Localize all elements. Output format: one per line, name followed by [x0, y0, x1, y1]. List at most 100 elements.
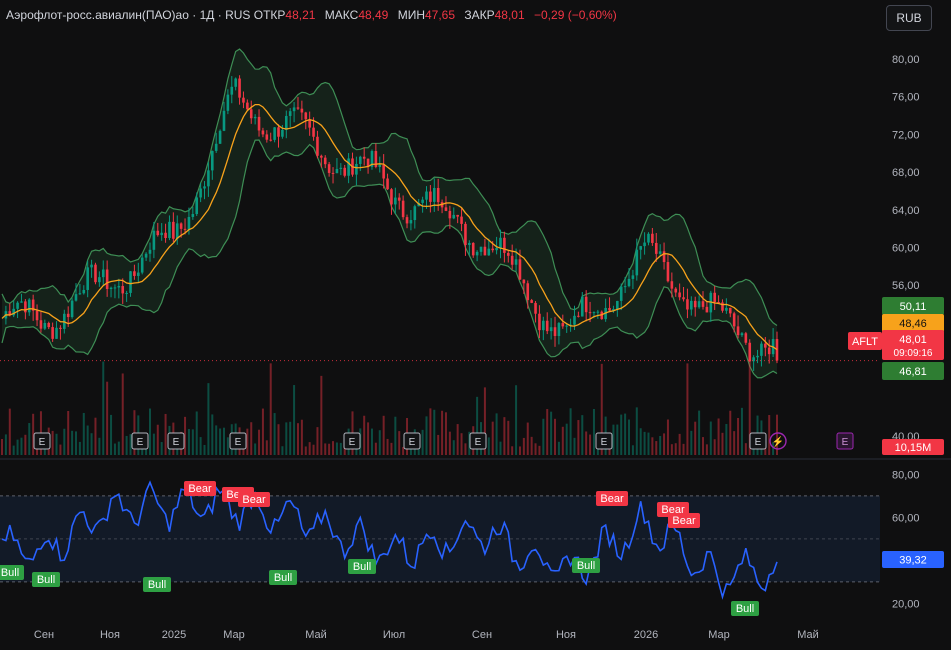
volume-bar	[374, 442, 377, 455]
time-axis-label: Сен	[472, 629, 492, 641]
candle-body	[191, 214, 195, 217]
rsi-axis-tick: 60,00	[892, 512, 920, 524]
candle-body	[133, 271, 136, 276]
volume-bar	[554, 418, 557, 455]
dividend-icon	[769, 432, 787, 450]
signal-label: Bear	[242, 494, 266, 506]
volume-bar	[713, 439, 716, 455]
upper-band-badge: 50,11	[900, 301, 927, 313]
candle-body	[125, 292, 128, 294]
volume-bar	[1, 438, 3, 455]
candle-body	[320, 155, 323, 158]
volume-bar	[592, 409, 595, 455]
candle-body	[175, 223, 179, 239]
candle-body	[39, 320, 43, 329]
sma-line	[1, 103, 778, 351]
volume-bar	[94, 417, 97, 455]
bollinger-band-fill	[2, 49, 777, 378]
volume-bar	[518, 446, 521, 455]
currency-button[interactable]: RUB	[886, 5, 932, 31]
open-label: ОТКР	[253, 8, 286, 22]
candle-body	[218, 130, 222, 144]
earnings-marker-label: E	[349, 437, 356, 448]
candle-body	[312, 127, 315, 137]
candle-body	[612, 309, 615, 311]
candle-body	[199, 188, 202, 198]
candle-body	[764, 343, 767, 348]
candle-body	[230, 86, 234, 95]
candle-body	[20, 301, 23, 303]
volume-bar	[682, 443, 685, 455]
candle-body	[195, 197, 199, 215]
interval-label[interactable]: 1Д	[199, 8, 215, 22]
volume-bar	[296, 423, 299, 455]
signal-label: Bear	[672, 515, 696, 527]
candle-body	[281, 129, 284, 137]
candle-body	[265, 134, 269, 140]
volume-bar	[772, 442, 775, 455]
candle-body	[432, 187, 436, 202]
volume-bar	[550, 411, 553, 455]
future-earnings-marker	[836, 432, 854, 450]
future-earnings-label: E	[842, 437, 849, 448]
volume-bar	[312, 444, 315, 455]
signal-label: Bull	[1, 567, 19, 579]
candle-body	[183, 228, 187, 230]
candle-body	[362, 156, 366, 159]
volume-bar	[242, 446, 245, 455]
candle-body	[744, 333, 748, 343]
volume-bar	[246, 428, 249, 455]
volume-bar	[121, 373, 124, 455]
volume-bar	[265, 440, 268, 455]
candle-body	[596, 311, 600, 313]
time-axis-label: Мар	[708, 629, 730, 641]
volume-bar	[78, 441, 81, 455]
volume-bar	[51, 430, 54, 455]
volume-bar	[721, 432, 724, 455]
candle-body	[503, 237, 506, 253]
volume-bar	[437, 434, 440, 455]
price-axis-tick: 64,00	[892, 205, 920, 217]
candle-body	[74, 294, 78, 301]
volume-bar	[639, 428, 642, 455]
candle-body	[553, 327, 557, 336]
candle-body	[752, 357, 755, 362]
volume-bar	[441, 410, 444, 455]
earnings-marker-label: E	[601, 437, 608, 448]
volume-bar	[86, 425, 89, 455]
volume-bar	[698, 410, 701, 455]
candle-body	[468, 242, 471, 246]
candle-body	[475, 251, 479, 256]
volume-bar	[12, 445, 15, 455]
candle-body	[577, 315, 580, 317]
earnings-marker	[403, 432, 421, 450]
candle-body	[304, 112, 308, 120]
volume-bar	[117, 441, 120, 455]
candle-body	[499, 237, 502, 248]
volume-bar	[542, 418, 545, 455]
volume-bar	[530, 436, 533, 455]
volume-bar	[776, 414, 778, 455]
price-axis-tick: 68,00	[892, 167, 920, 179]
candle-body	[506, 252, 510, 256]
lower-band-badge-box	[882, 362, 944, 380]
candle-body	[522, 279, 526, 284]
candle-body	[483, 246, 487, 256]
candle-body	[736, 326, 740, 336]
volume-bar	[363, 415, 366, 455]
candle-body	[300, 108, 304, 113]
candle-body	[358, 156, 362, 164]
candle-body	[253, 116, 257, 119]
volume-bar	[226, 437, 229, 455]
volume-bar	[261, 408, 264, 455]
volume-bar	[538, 445, 541, 455]
volume-bar	[98, 437, 101, 455]
candle-body	[491, 248, 495, 251]
candle-body	[409, 220, 413, 224]
time-axis-label: Ноя	[556, 629, 576, 641]
volume-bar	[90, 433, 93, 455]
candle-body	[643, 242, 646, 247]
chart-header: Аэрофлот-росс.авиалин(ПАО)ао · 1Д · RUS …	[6, 8, 617, 22]
volume-bar	[483, 387, 486, 455]
